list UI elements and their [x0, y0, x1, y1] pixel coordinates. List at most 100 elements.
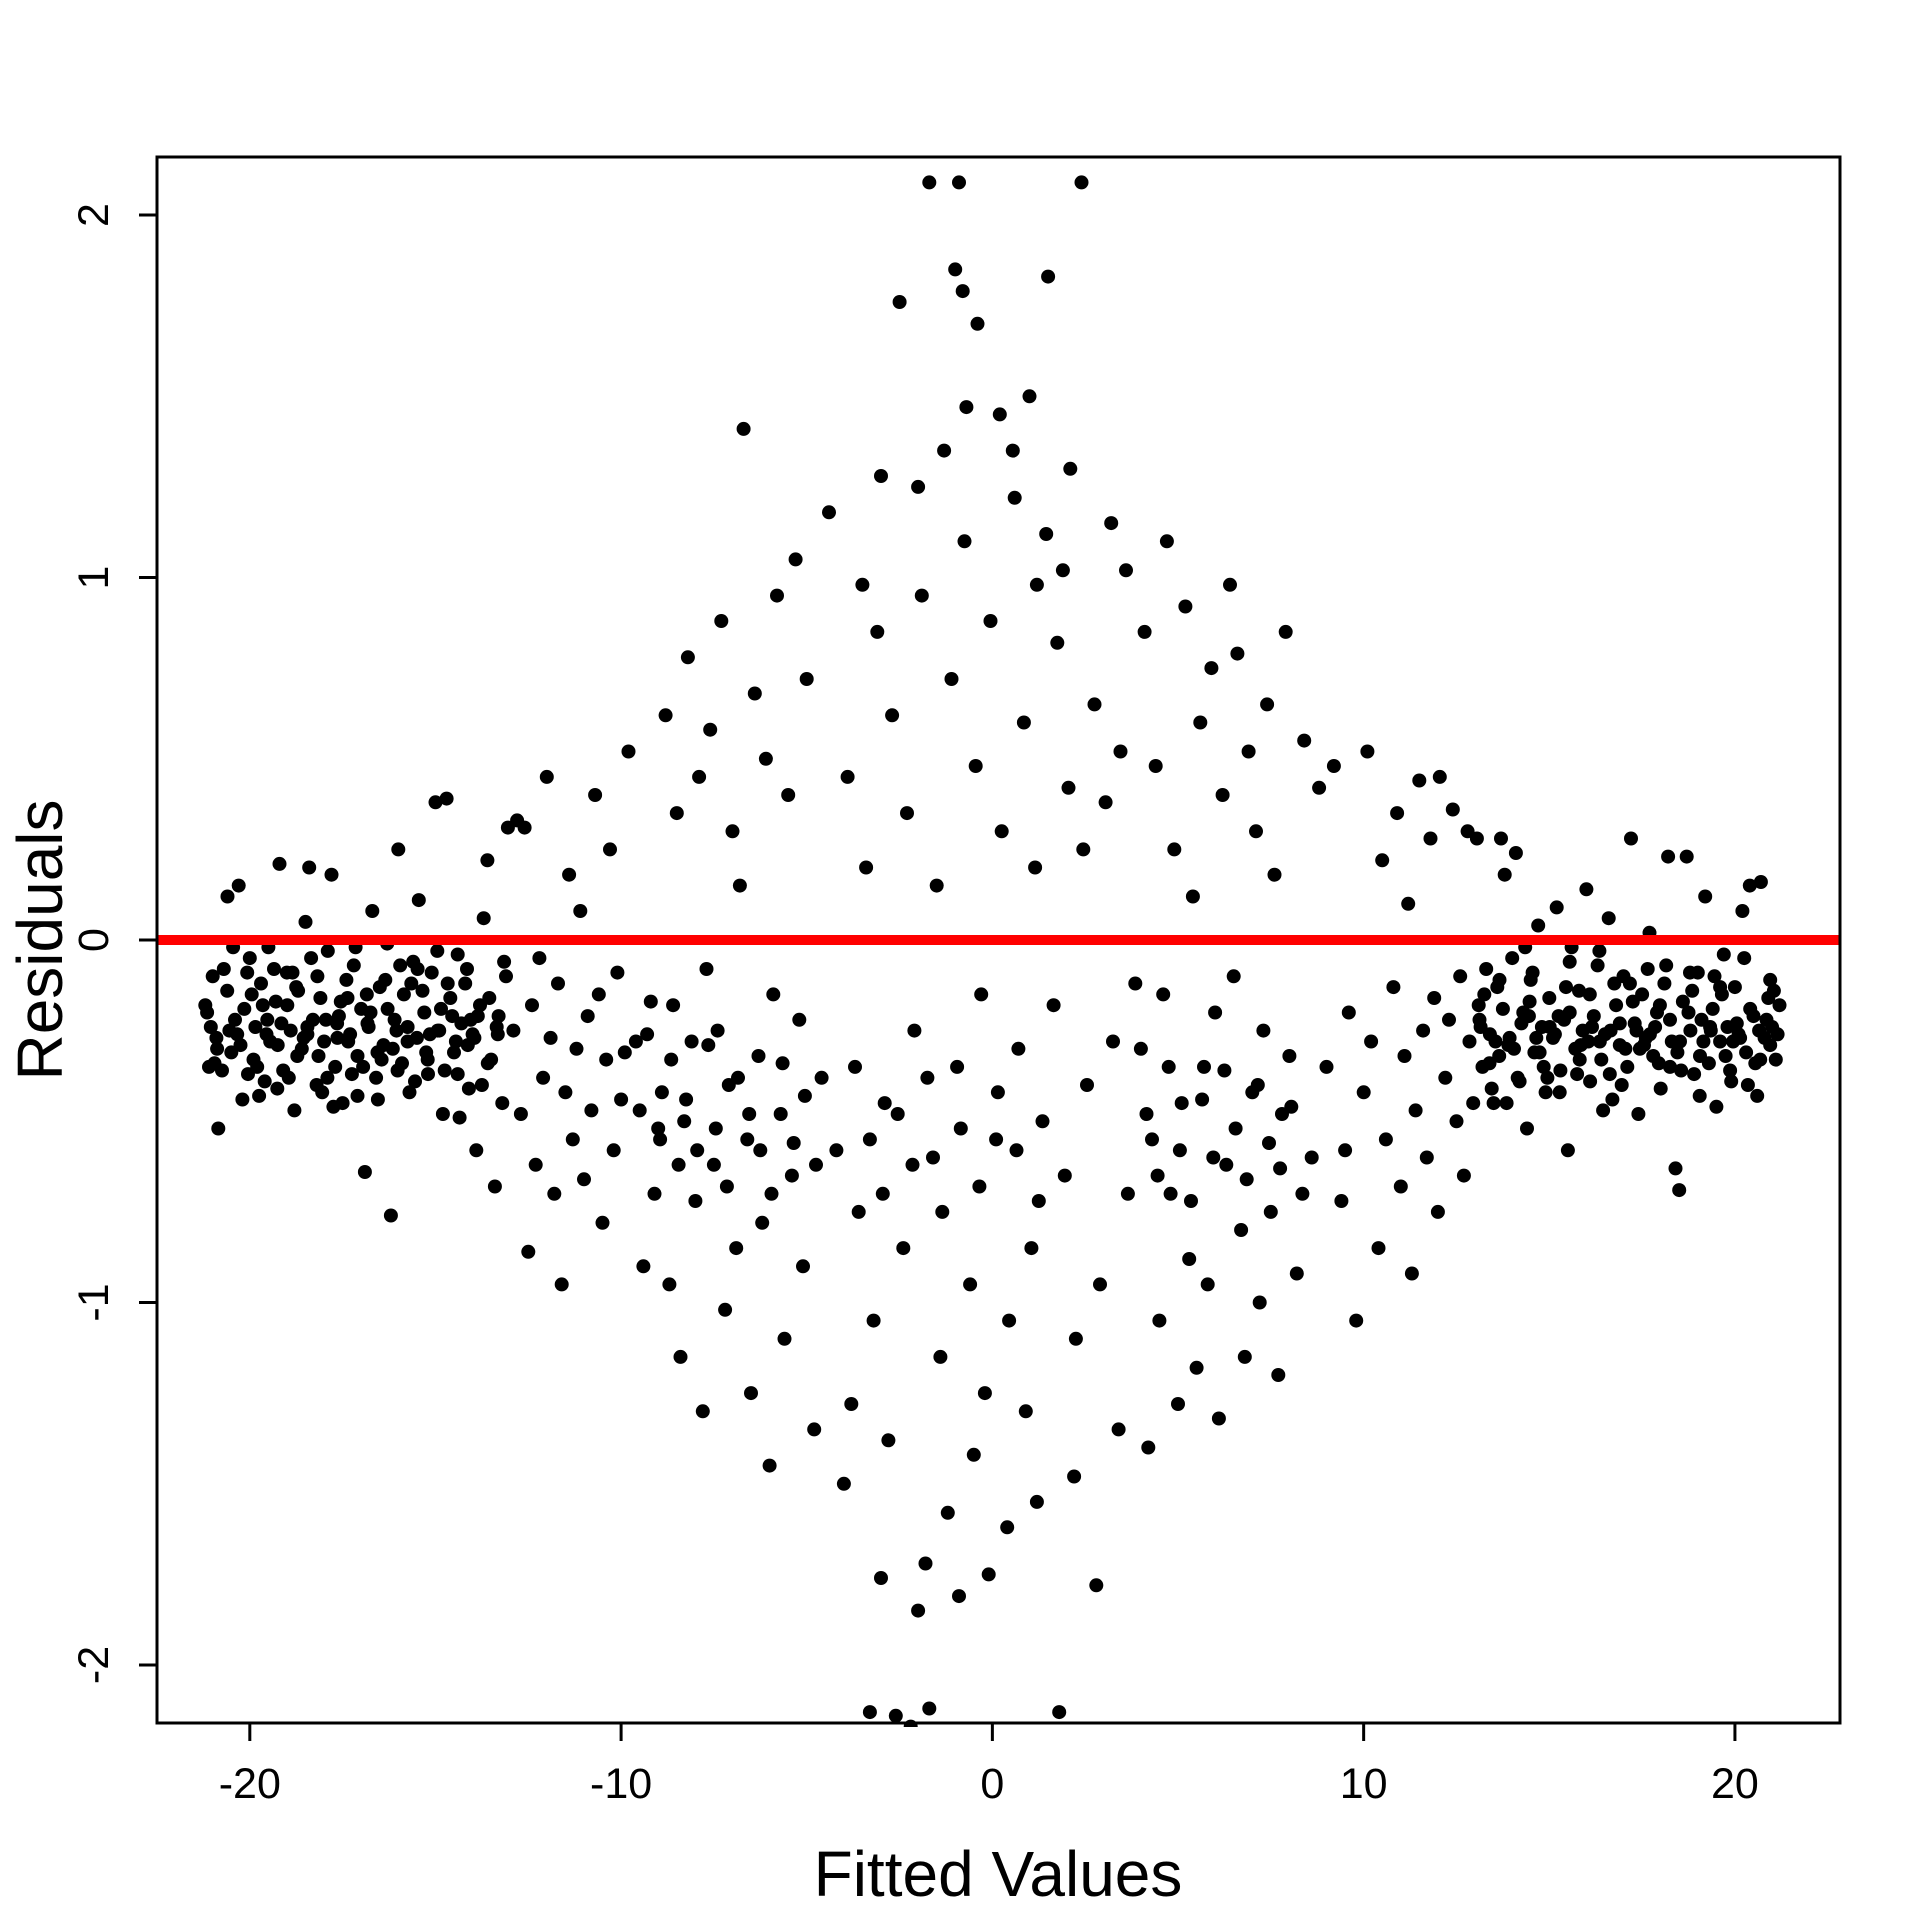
data-point	[497, 954, 512, 969]
data-point	[415, 983, 430, 998]
data-point	[1228, 1121, 1243, 1136]
data-point	[1696, 1034, 1711, 1049]
data-point	[1028, 860, 1043, 875]
data-point	[989, 1132, 1004, 1147]
data-point	[313, 991, 328, 1005]
data-point	[424, 965, 439, 980]
data-point	[701, 1038, 716, 1053]
data-point	[210, 1041, 225, 1056]
data-point	[480, 853, 495, 868]
data-point	[400, 1020, 415, 1034]
data-point	[1453, 969, 1468, 984]
data-point	[359, 987, 374, 1002]
data-point	[1609, 998, 1624, 1013]
data-point	[703, 722, 718, 737]
data-point	[1055, 563, 1070, 578]
data-point	[851, 1204, 866, 1219]
data-point	[1477, 987, 1492, 1002]
data-point	[1632, 1041, 1647, 1056]
data-point	[1698, 889, 1713, 904]
data-point	[350, 1049, 365, 1063]
data-point	[254, 976, 268, 991]
data-point	[855, 577, 870, 592]
data-point	[1492, 1049, 1507, 1063]
data-point	[1113, 744, 1128, 759]
data-point	[1740, 1078, 1755, 1092]
data-point	[692, 769, 707, 784]
data-point	[1529, 1030, 1544, 1045]
data-point	[1624, 831, 1638, 846]
data-point	[1226, 969, 1241, 984]
data-point	[603, 842, 617, 857]
data-point	[341, 1034, 356, 1049]
data-point	[1360, 744, 1375, 759]
data-point	[1521, 1009, 1536, 1024]
data-point	[543, 1030, 558, 1045]
data-point	[1495, 1001, 1510, 1016]
data-point	[506, 1023, 521, 1038]
data-point	[1570, 1067, 1585, 1082]
data-point	[1148, 759, 1163, 773]
data-point	[1551, 1009, 1566, 1024]
data-point	[784, 1168, 799, 1183]
data-point	[1200, 1277, 1215, 1292]
data-point	[370, 1045, 385, 1060]
data-point	[1022, 389, 1037, 404]
data-point	[1002, 1313, 1017, 1328]
data-point	[300, 1020, 315, 1034]
data-point	[259, 1027, 274, 1042]
data-point	[1687, 1067, 1702, 1082]
data-point	[539, 769, 554, 784]
data-point	[1250, 1078, 1265, 1092]
data-point	[240, 965, 255, 980]
data-point	[430, 1023, 445, 1038]
data-point	[1482, 1056, 1497, 1071]
data-point	[315, 1085, 330, 1100]
data-point	[304, 951, 319, 966]
data-point	[1046, 998, 1061, 1013]
data-point	[807, 1422, 822, 1437]
data-point	[647, 1186, 662, 1201]
data-point	[1507, 1041, 1521, 1056]
data-point	[1011, 1041, 1026, 1056]
data-point	[1326, 759, 1341, 773]
data-point	[1653, 1081, 1668, 1096]
data-point	[747, 686, 762, 701]
data-point	[755, 1215, 770, 1230]
data-point	[1371, 1241, 1386, 1256]
data-point	[797, 1088, 812, 1103]
data-point	[554, 1277, 569, 1292]
data-point	[1520, 1121, 1534, 1136]
data-point	[1319, 1059, 1334, 1074]
data-point	[753, 1143, 768, 1158]
y-tick-label: 2	[70, 203, 118, 227]
data-point	[370, 1092, 385, 1107]
data-point	[595, 1215, 610, 1230]
data-point	[1041, 269, 1056, 284]
data-point	[274, 1016, 289, 1031]
data-point	[1141, 1440, 1156, 1455]
data-point	[1471, 998, 1486, 1013]
data-point	[900, 806, 914, 821]
data-point	[1766, 983, 1781, 998]
data-point	[1703, 1020, 1718, 1034]
data-point	[244, 987, 259, 1002]
data-point	[430, 943, 445, 958]
data-point	[1466, 1096, 1481, 1111]
data-point	[1743, 1001, 1758, 1016]
data-point	[742, 1107, 757, 1121]
data-point	[952, 1589, 966, 1604]
data-point	[905, 1157, 920, 1172]
data-point	[950, 1059, 965, 1074]
data-point	[1629, 1023, 1644, 1038]
data-point	[1768, 1052, 1783, 1067]
data-point	[326, 1099, 341, 1114]
data-point	[532, 951, 547, 966]
data-point	[330, 1030, 345, 1045]
y-tick-label: 0	[70, 928, 118, 952]
data-point	[491, 1009, 506, 1024]
data-point	[1592, 943, 1607, 958]
y-tick-label: -1	[70, 1283, 118, 1321]
data-point	[209, 1030, 224, 1045]
data-point	[896, 1241, 911, 1256]
